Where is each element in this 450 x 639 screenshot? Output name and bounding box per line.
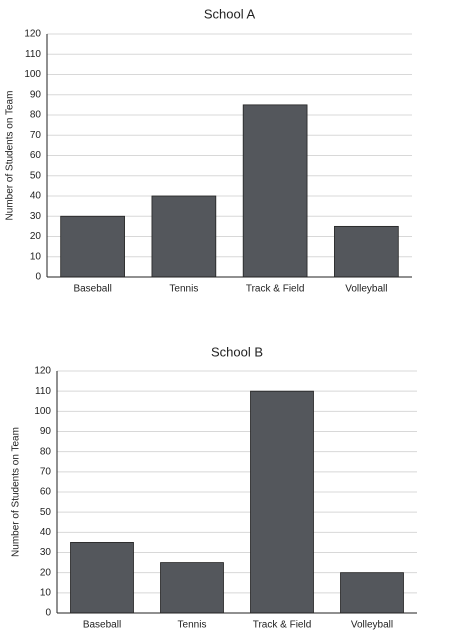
chart-title: School B — [211, 344, 263, 359]
bar — [334, 225, 399, 278]
y-tick-label: 70 — [30, 130, 42, 141]
y-tick-label: 70 — [40, 466, 52, 477]
x-tick-label: Tennis — [169, 284, 198, 295]
y-tick-label: 20 — [30, 231, 42, 242]
chart-title: School A — [204, 6, 256, 21]
y-tick-label: 50 — [40, 507, 52, 518]
x-tick-label: Track & Field — [246, 284, 305, 295]
bar — [60, 215, 125, 278]
x-tick-label: Volleyball — [351, 620, 393, 631]
y-axis-label: Number of Students on Team — [11, 427, 22, 557]
bar — [340, 572, 404, 614]
bar — [250, 390, 314, 614]
y-tick-label: 0 — [45, 608, 51, 619]
x-tick-label: Baseball — [83, 620, 121, 631]
x-tick-label: Volleyball — [345, 284, 387, 295]
y-tick-label: 120 — [24, 29, 41, 40]
y-tick-label: 100 — [34, 406, 51, 417]
x-tick-label: Tennis — [178, 620, 207, 631]
bar — [70, 542, 134, 614]
y-tick-label: 30 — [40, 547, 52, 558]
y-tick-label: 60 — [30, 150, 42, 161]
y-tick-label: 110 — [25, 49, 41, 60]
bar — [151, 195, 217, 278]
y-tick-label: 120 — [34, 366, 51, 377]
y-tick-label: 50 — [30, 170, 42, 181]
y-tick-label: 60 — [40, 487, 52, 498]
y-axis-label: Number of Students on Team — [5, 91, 16, 221]
y-tick-label: 80 — [40, 446, 52, 457]
x-tick-label: Baseball — [73, 284, 111, 295]
bar — [242, 104, 308, 278]
y-tick-label: 0 — [35, 272, 41, 283]
y-tick-label: 100 — [24, 69, 41, 80]
y-tick-label: 10 — [40, 587, 52, 598]
y-tick-label: 80 — [30, 110, 42, 121]
y-tick-label: 110 — [35, 386, 51, 397]
y-tick-label: 40 — [40, 527, 52, 538]
y-tick-label: 90 — [40, 426, 52, 437]
y-tick-label: 90 — [30, 89, 42, 100]
x-tick-label: Track & Field — [253, 620, 312, 631]
y-tick-label: 30 — [30, 211, 42, 222]
y-tick-label: 40 — [30, 191, 42, 202]
bar — [160, 562, 224, 614]
y-tick-label: 20 — [40, 567, 52, 578]
y-tick-label: 10 — [30, 251, 42, 262]
